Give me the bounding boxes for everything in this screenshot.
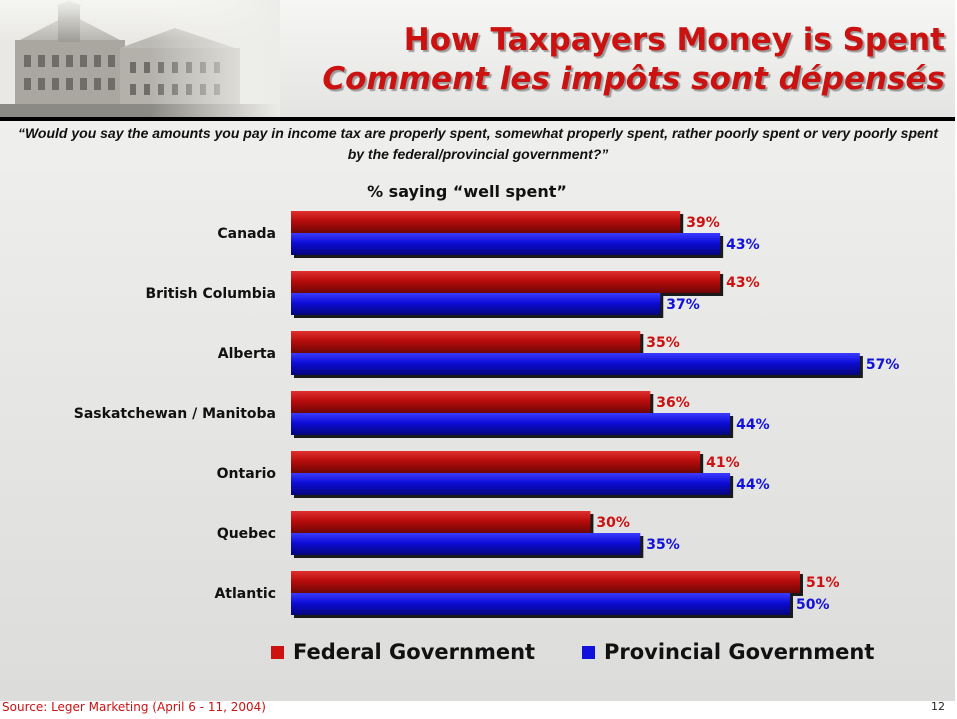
value-label-federal-government-atlantic: 51%: [806, 575, 840, 591]
bar-federal-government-canada: [291, 211, 681, 233]
category-label-quebec: Quebec: [217, 526, 276, 542]
value-label-provincial-government-canada: 43%: [726, 237, 760, 253]
bar-provincial-government-alberta: [291, 353, 860, 375]
header-divider: [0, 117, 955, 121]
category-label-british-columbia: British Columbia: [145, 286, 276, 302]
chart-plot-area: Canada 39% 43% British Columbia 43% 37% Albert…: [74, 211, 900, 618]
bar-provincial-government-canada: [291, 233, 721, 255]
value-label-federal-government-alberta: 35%: [646, 335, 680, 351]
bar-provincial-government-ontario: [291, 473, 731, 495]
source-note: Source: Leger Marketing (April 6 - 11, 2…: [2, 700, 266, 714]
value-label-provincial-government-british-columbia: 37%: [666, 297, 700, 313]
value-label-provincial-government-quebec: 35%: [646, 537, 680, 553]
bar-chart: % saying “well spent” Canada 39% 43% Britis…: [74, 182, 900, 664]
legend-label-provincial-government: Provincial Government: [604, 640, 874, 664]
legend-label-federal-government: Federal Government: [293, 640, 535, 664]
parliament-building-photo: [0, 0, 280, 117]
survey-question: “Would you say the amounts you pay in in…: [17, 125, 939, 162]
page-number: 12: [931, 700, 945, 713]
value-label-provincial-government-alberta: 57%: [866, 357, 900, 373]
chart-legend: Federal Government Provincial Government: [271, 640, 874, 664]
bar-federal-government-british-columbia: [291, 271, 721, 293]
slide-header: How Taxpayers Money is Spent Comment les…: [0, 0, 955, 117]
bar-federal-government-saskatchewan-manitoba: [291, 391, 651, 413]
category-label-canada: Canada: [217, 226, 276, 242]
category-label-alberta: Alberta: [218, 346, 276, 362]
bar-federal-government-ontario: [291, 451, 701, 473]
bar-federal-government-quebec: [291, 511, 591, 533]
bar-provincial-government-british-columbia: [291, 293, 661, 315]
bar-provincial-government-atlantic: [291, 593, 790, 615]
chart-title: % saying “well spent”: [367, 182, 567, 201]
legend-swatch-provincial-government: [582, 646, 595, 659]
value-label-federal-government-canada: 39%: [686, 215, 720, 231]
category-label-atlantic: Atlantic: [214, 586, 276, 602]
value-label-provincial-government-atlantic: 50%: [796, 597, 830, 613]
bar-provincial-government-quebec: [291, 533, 641, 555]
legend-swatch-federal-government: [271, 646, 284, 659]
value-label-provincial-government-ontario: 44%: [736, 477, 770, 493]
category-label-ontario: Ontario: [217, 466, 277, 482]
slide-title-english: How Taxpayers Money is Spent: [403, 22, 945, 58]
value-label-federal-government-ontario: 41%: [706, 455, 740, 471]
bar-federal-government-alberta: [291, 331, 641, 353]
value-label-provincial-government-saskatchewan-manitoba: 44%: [736, 417, 770, 433]
value-label-federal-government-british-columbia: 43%: [726, 275, 760, 291]
bar-federal-government-atlantic: [291, 571, 800, 593]
category-label-saskatchewan-manitoba: Saskatchewan / Manitoba: [74, 406, 276, 422]
bar-provincial-government-saskatchewan-manitoba: [291, 413, 731, 435]
value-label-federal-government-quebec: 30%: [596, 515, 630, 531]
slide-title-french: Comment les impôts sont dépensés: [322, 61, 945, 97]
value-label-federal-government-saskatchewan-manitoba: 36%: [656, 395, 690, 411]
